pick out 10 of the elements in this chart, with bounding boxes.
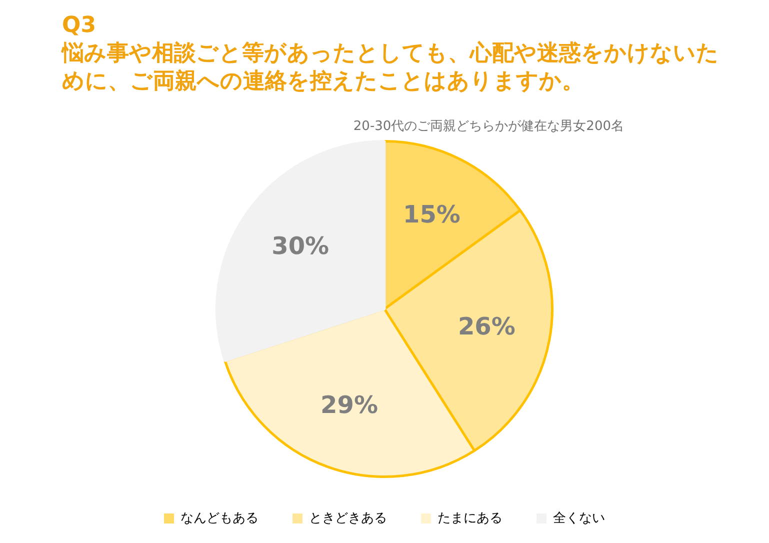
chart-subtitle: 20-30代のご両親どちらかが健在な男女200名: [353, 118, 624, 135]
data-label: 15%: [402, 200, 460, 229]
legend-label: 全くない: [553, 510, 605, 526]
legend-label: たまにある: [438, 510, 502, 526]
data-label: 30%: [272, 232, 330, 260]
legend-label: なんどもある: [180, 510, 258, 526]
chart-title: Q3 悩み事や相談ごと等があったとしても、心配や迷惑をかけないために、ご両親への連絡を控えたことはありますか。: [62, 12, 720, 96]
data-label: 29%: [320, 391, 378, 420]
data-label: 26%: [458, 312, 516, 341]
legend-label: ときどきある: [309, 510, 387, 526]
